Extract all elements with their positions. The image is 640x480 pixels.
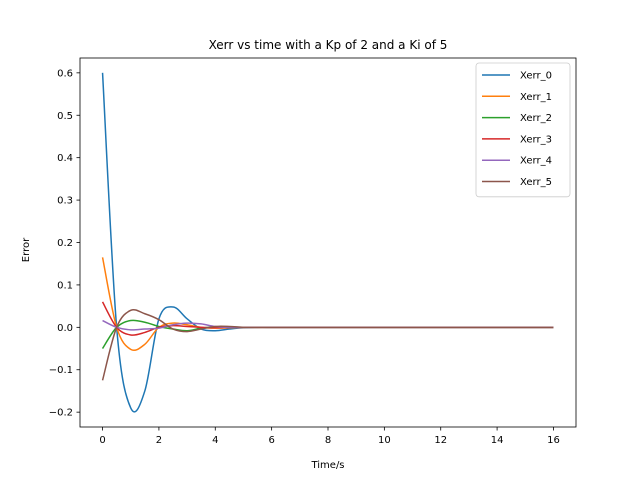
x-tick-label: 12: [434, 435, 447, 446]
series-line-xerr-5: [101, 308, 554, 381]
legend-label-xerr-4: Xerr_4: [520, 156, 552, 167]
x-tick-label: 0: [99, 435, 105, 446]
y-tick-label: 0.3: [57, 196, 73, 207]
legend: Xerr_0 Xerr_1 Xerr_2 Xerr_3 Xerr_4 Xerr_5: [475, 62, 571, 198]
y-axis-label: Error: [21, 237, 32, 262]
legend-label-xerr-0: Xerr_0: [520, 71, 552, 82]
legend-label-xerr-5: Xerr_5: [520, 177, 552, 188]
y-tick-label: 0.2: [57, 238, 73, 249]
y-tick-label: 0.1: [57, 280, 73, 291]
legend-label-xerr-1: Xerr_1: [520, 92, 552, 103]
chart-title: Xerr vs time with a Kp of 2 and a Ki of …: [209, 38, 448, 52]
x-tick-label: 8: [325, 435, 331, 446]
x-tick-label: 10: [378, 435, 391, 446]
x-tick-label: 14: [491, 435, 504, 446]
y-axis-ticks: −0.2 −0.1 0.0 0.1 0.2 0.3 0.4 0.5 0.6: [49, 68, 80, 419]
legend-label-xerr-2: Xerr_2: [520, 113, 552, 124]
y-tick-label: 0.0: [57, 323, 73, 334]
x-tick-label: 2: [156, 435, 162, 446]
legend-label-xerr-3: Xerr_3: [520, 134, 552, 145]
x-tick-label: 6: [268, 435, 274, 446]
x-axis-ticks: 0 2 4 6 8 10 12 14 16: [99, 427, 560, 446]
y-tick-label: 0.4: [57, 153, 73, 164]
x-tick-label: 16: [547, 435, 560, 446]
x-axis-label: Time/s: [310, 460, 344, 471]
y-tick-label: −0.1: [49, 365, 73, 376]
y-tick-label: 0.5: [57, 111, 73, 122]
x-tick-label: 4: [212, 435, 218, 446]
y-tick-label: 0.6: [57, 68, 73, 79]
y-tick-label: −0.2: [49, 408, 73, 419]
